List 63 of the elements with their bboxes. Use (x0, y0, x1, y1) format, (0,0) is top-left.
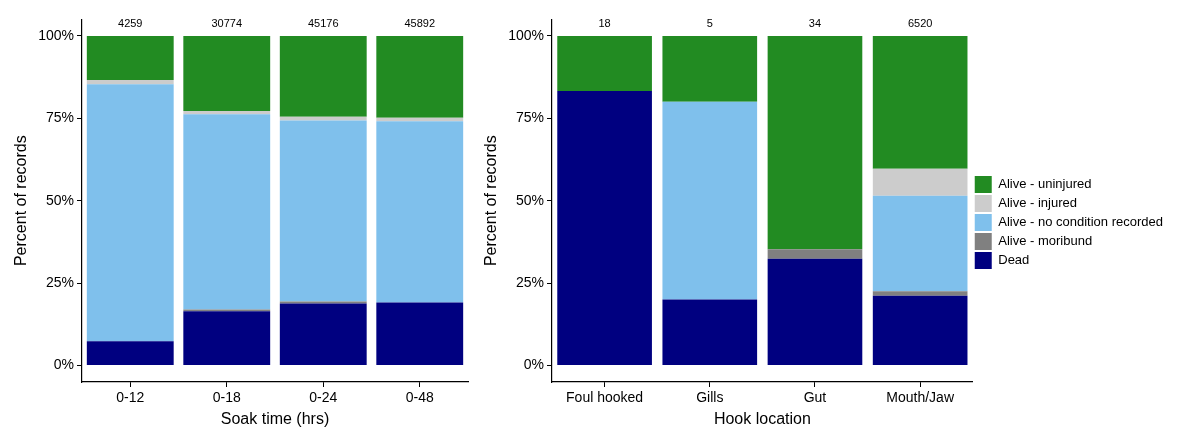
annotation: 18 (598, 17, 611, 30)
bar (557, 90, 652, 366)
y-tick-label: 25% (45, 273, 75, 290)
bar (376, 302, 464, 366)
bar (279, 303, 367, 366)
bar (662, 101, 758, 300)
bar (767, 258, 863, 366)
y-tick-label: 25% (515, 273, 545, 290)
x-tick-label: Gills (696, 389, 724, 406)
bar (662, 35, 758, 102)
bar (279, 116, 367, 121)
y-tick-label: 100% (508, 26, 545, 43)
bar (872, 295, 968, 366)
x-tick-label: Foul hooked (566, 389, 644, 406)
bar (557, 35, 652, 91)
bar (183, 114, 271, 310)
bar (86, 84, 174, 342)
bar (86, 35, 174, 81)
bar (183, 111, 271, 115)
bar (767, 249, 863, 259)
annotation: 45892 (404, 17, 436, 30)
x-tick-label: 0-24 (309, 389, 338, 406)
annotation: 4259 (118, 17, 143, 30)
bar (376, 35, 464, 118)
bar (86, 341, 174, 366)
y-axis-title: Percent of records (482, 135, 500, 267)
y-tick-label: 50% (45, 191, 75, 208)
bar (767, 35, 863, 250)
annotation: 5 (706, 17, 713, 30)
legend-label: Alive - no condition recorded (998, 214, 1164, 230)
x-tick-label: 0-18 (212, 389, 241, 406)
annotation: 30774 (211, 17, 243, 30)
bar (376, 121, 464, 303)
legend-label: Alive - uninjured (998, 176, 1092, 192)
x-axis-title: Hook location (713, 409, 811, 427)
bar (872, 195, 968, 292)
bar (872, 168, 968, 196)
annotation: 45176 (307, 17, 339, 30)
bar (279, 120, 367, 302)
bar (279, 35, 367, 117)
x-tick-label: 0-12 (116, 389, 145, 406)
y-tick-label: 50% (515, 191, 545, 208)
y-tick-label: 75% (515, 109, 545, 126)
bar (183, 311, 271, 366)
y-axis-title: Percent of records (12, 135, 30, 267)
x-tick-label: Mouth/Jaw (886, 389, 955, 406)
annotation: 34 (808, 17, 822, 30)
bar (872, 35, 968, 169)
x-tick-label: 0-48 (405, 389, 434, 406)
bar (872, 291, 968, 296)
y-tick-label: 100% (38, 26, 75, 43)
legend-label: Alive - moribund (998, 233, 1093, 249)
y-tick-label: 0% (523, 356, 545, 373)
x-tick-label: Gut (803, 389, 827, 406)
y-tick-label: 0% (53, 356, 75, 373)
y-tick-label: 75% (45, 109, 75, 126)
bar (183, 35, 271, 112)
legend-label: Dead (998, 252, 1030, 268)
legend-label: Alive - injured (998, 195, 1078, 211)
bar (662, 299, 758, 366)
bar (86, 80, 174, 85)
annotation: 6520 (907, 17, 933, 30)
x-axis-title: Soak time (hrs) (220, 409, 330, 427)
